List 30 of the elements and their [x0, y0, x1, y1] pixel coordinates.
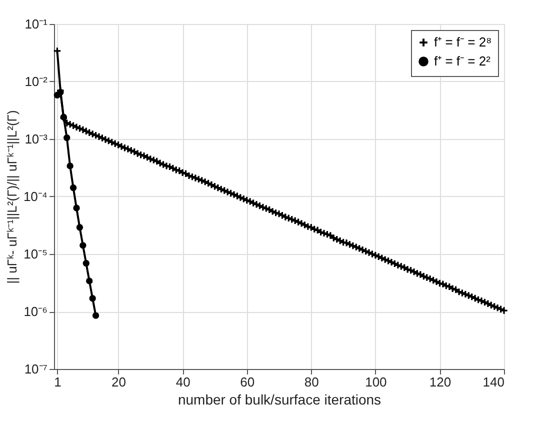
- point: [89, 295, 96, 302]
- point: [66, 162, 74, 170]
- point: [86, 278, 93, 284]
- x-tick-label: 20: [112, 374, 126, 390]
- x-tick-label: 40: [176, 374, 190, 390]
- x-tick-label: 140: [482, 374, 504, 390]
- legend-label: f⁺ = f⁻ = 2⁸: [434, 34, 492, 50]
- y-tick-label: 10⁻⁴: [23, 189, 48, 204]
- y-tick-label: 10⁻⁵: [24, 246, 48, 262]
- point: [80, 242, 86, 249]
- y-tick-label: 10⁻²: [24, 74, 48, 89]
- point: [70, 184, 77, 192]
- point: [82, 260, 90, 267]
- point: [57, 88, 64, 96]
- y-tick-label: 10⁻⁶: [24, 304, 48, 319]
- x-tick-label: 60: [240, 374, 255, 390]
- x-tick-label: 120: [429, 374, 452, 390]
- y-axis-title: || uΓᵏ- uΓᵏ⁻¹||L²(Γ)/|| uΓᵏ⁻¹||L²(Γ): [4, 110, 20, 284]
- point: [64, 134, 70, 142]
- point: [76, 224, 84, 231]
- point: [73, 204, 80, 212]
- legend-label: f⁺ = f⁻ = 2²: [434, 54, 492, 68]
- y-tick-label: 10⁻¹: [24, 16, 48, 32]
- x-tick-label: 1: [54, 374, 62, 390]
- point: [92, 312, 100, 319]
- y-tick-label: 10⁻⁷: [24, 362, 48, 376]
- y-tick-label: 10⁻³: [24, 132, 48, 146]
- x-tick-label: 80: [304, 374, 319, 390]
- x-axis-title: number of bulk/surface iterations: [178, 392, 382, 408]
- x-tick-label: 100: [365, 374, 387, 390]
